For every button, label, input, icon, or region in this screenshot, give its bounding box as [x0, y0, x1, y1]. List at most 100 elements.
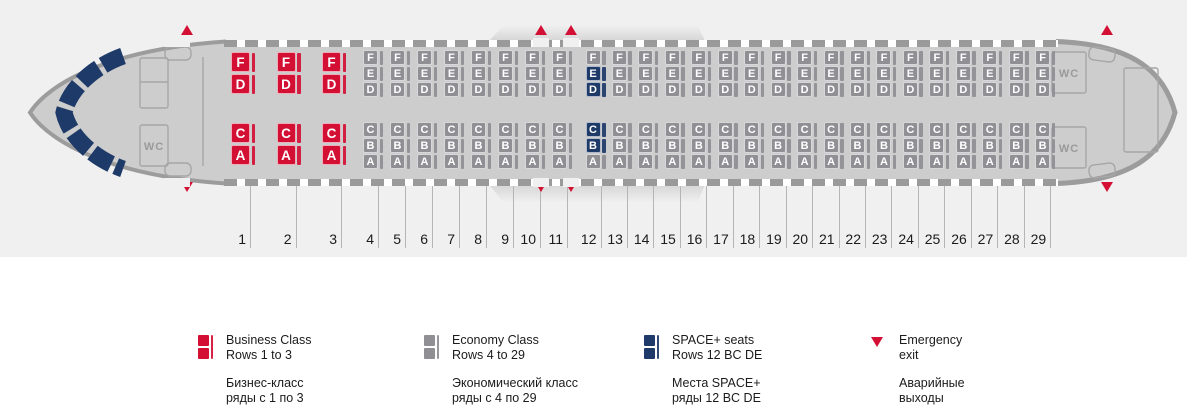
seat-8C-label: C: [471, 122, 486, 137]
seat-16B-label: B: [691, 138, 707, 153]
row-number-11: 11: [548, 231, 563, 247]
seat-14F-label: F: [638, 50, 654, 65]
seat-armrest: [602, 122, 606, 137]
seat-6F: F: [417, 50, 437, 65]
seat-23B: B: [876, 138, 897, 153]
seat-24F: F: [902, 50, 923, 65]
row-line-13: [626, 186, 628, 248]
rear-door-top: [1088, 46, 1116, 63]
seat-armrest: [681, 154, 685, 169]
seat-9C-label: C: [498, 122, 513, 137]
seat-25C-label: C: [929, 122, 945, 137]
seat-armrest: [514, 138, 518, 153]
seat-22B-label: B: [850, 138, 865, 153]
seat-29B: B: [1035, 138, 1056, 153]
seat-armrest: [892, 138, 897, 153]
seat-armrest: [460, 154, 464, 169]
seat-armrest: [602, 50, 606, 65]
row-line-9: [513, 186, 514, 248]
seat-armrest: [342, 123, 346, 143]
legend-ru-line1: Экономический класс: [452, 376, 578, 390]
seat-armrest: [866, 82, 870, 97]
seat-11F: F: [552, 50, 572, 65]
seat-armrest: [628, 66, 632, 81]
seat-armrest: [379, 154, 383, 169]
row-number-2: 2: [283, 231, 292, 247]
seat-21B-label: B: [823, 138, 839, 153]
seat-26C-label: C: [955, 122, 971, 137]
legend-ru-line1: Бизнес-класс: [226, 376, 304, 390]
seat-armrest: [813, 50, 818, 65]
seat-armrest: [379, 66, 383, 81]
seat-9D-label: D: [498, 82, 513, 97]
row-line-6: [432, 186, 433, 248]
seat-21E-label: E: [823, 66, 839, 81]
seat-24B: B: [902, 138, 923, 153]
legend-text-exit: Emergency exit Аварийные выходы: [899, 333, 965, 406]
seat-armrest: [972, 154, 976, 169]
seat-14E: E: [638, 66, 659, 81]
seat-armrest: [866, 122, 870, 137]
seat-2C-label: C: [276, 123, 296, 143]
legend-text-en: SPACE+ seats Rows 12 BC DE: [672, 333, 762, 363]
seat-3A: A: [322, 145, 346, 165]
row-number-8: 8: [474, 231, 482, 247]
seat-22F: F: [850, 50, 870, 65]
seat-11E: E: [552, 66, 572, 81]
row-line-5: [405, 186, 406, 248]
seat-3F-label: F: [322, 52, 341, 72]
row-line-16: [706, 186, 708, 248]
seat-armrest: [406, 50, 410, 65]
seat-16F: F: [691, 50, 712, 65]
seat-22C: C: [850, 122, 870, 137]
legend-text-ru: Экономический класс ряды с 4 по 29: [452, 376, 578, 406]
row-number-4: 4: [366, 231, 374, 247]
seat-9C: C: [498, 122, 518, 137]
seat-1C: C: [231, 123, 255, 143]
seat-13A-label: A: [611, 154, 627, 169]
seat-armrest: [433, 50, 437, 65]
seat-13D: D: [611, 82, 632, 97]
seat-armrest: [866, 138, 870, 153]
seat-24A-label: A: [902, 154, 918, 169]
seat-armrest: [514, 82, 518, 97]
seat-17C-label: C: [717, 122, 733, 137]
seat-15B-label: B: [664, 138, 680, 153]
seat-11B-label: B: [552, 138, 567, 153]
seat-armrest: [734, 138, 738, 153]
seat-26D-label: D: [955, 82, 971, 97]
seat-armrest: [1025, 50, 1029, 65]
seat-18F: F: [744, 50, 765, 65]
seat-12C: C: [585, 122, 606, 137]
legend-swatch-space_plus: [644, 335, 660, 360]
seat-7B: B: [444, 138, 464, 153]
seat-27A-label: A: [982, 154, 998, 169]
seat-armrest: [892, 154, 897, 169]
seat-13B-label: B: [611, 138, 627, 153]
seat-26D: D: [955, 82, 976, 97]
row-number-6: 6: [420, 231, 428, 247]
seat-23E: E: [876, 66, 897, 81]
seat-armrest: [568, 66, 572, 81]
emergency-exit-icon-2-up: [534, 25, 547, 35]
seat-armrest: [433, 154, 437, 169]
seat-armrest: [1051, 138, 1056, 153]
nose-outline: [27, 39, 227, 186]
seat-9B: B: [498, 138, 518, 153]
seat-armrest: [945, 154, 950, 169]
seat-16C-label: C: [691, 122, 707, 137]
seat-armrest: [433, 82, 437, 97]
